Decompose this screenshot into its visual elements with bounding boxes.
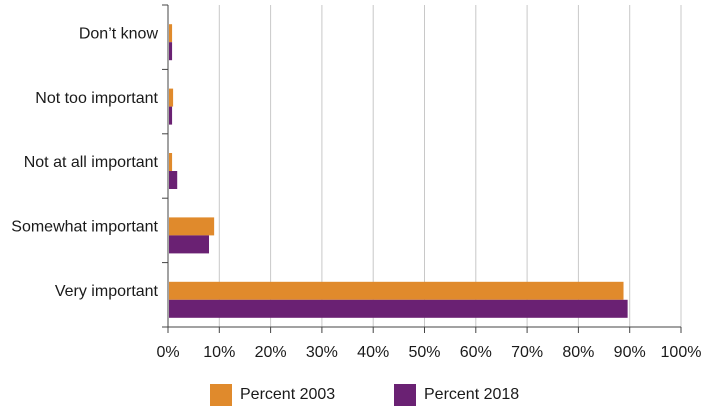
bar-percent-2018-4 (169, 299, 628, 318)
x-tick-label-50: 50% (408, 344, 440, 361)
bar-chart: 0% 10% 20% 30% 40% 50% 60% 70% 80% 90% 100% Don’t k… (11, 4, 702, 361)
category-label-0: Don’t know (79, 25, 159, 42)
bar-percent-2003-2 (169, 153, 173, 171)
bar-percent-2018-0 (169, 42, 173, 61)
bar-percent-2003-0 (169, 24, 173, 43)
x-tick-label-70: 70% (511, 344, 543, 361)
category-label-3: Somewhat important (11, 219, 158, 236)
bar-percent-2003-1 (169, 88, 174, 107)
bar-percent-2018-1 (169, 106, 173, 125)
x-tick-label-60: 60% (460, 344, 492, 361)
legend: Percent 2003 Percent 2018 (0, 384, 707, 410)
x-tick-label-40: 40% (357, 344, 389, 361)
legend-item-2018: Percent 2018 (394, 384, 519, 406)
x-tick-label-90: 90% (614, 344, 646, 361)
x-tick-label-0: 0% (156, 344, 179, 361)
category-label-1: Not too important (35, 90, 158, 107)
x-tick-label-80: 80% (562, 344, 594, 361)
x-tick-label-10: 10% (203, 344, 235, 361)
category-label-2: Not at all important (24, 154, 159, 171)
legend-swatch-2003 (210, 384, 232, 406)
x-tick-label-20: 20% (255, 344, 287, 361)
bar-percent-2018-3 (169, 235, 210, 254)
bar-percent-2003-4 (169, 281, 624, 300)
category-label-4: Very important (55, 283, 159, 300)
bar-percent-2018-2 (169, 171, 178, 189)
bar-percent-2003-3 (169, 217, 215, 236)
x-tick-label-100: 100% (661, 344, 702, 361)
legend-label-2018: Percent 2018 (424, 386, 520, 403)
legend-label-2003: Percent 2003 (240, 386, 336, 403)
x-tick-label-30: 30% (306, 344, 338, 361)
legend-item-2003: Percent 2003 (210, 384, 335, 406)
legend-swatch-2018 (394, 384, 416, 406)
